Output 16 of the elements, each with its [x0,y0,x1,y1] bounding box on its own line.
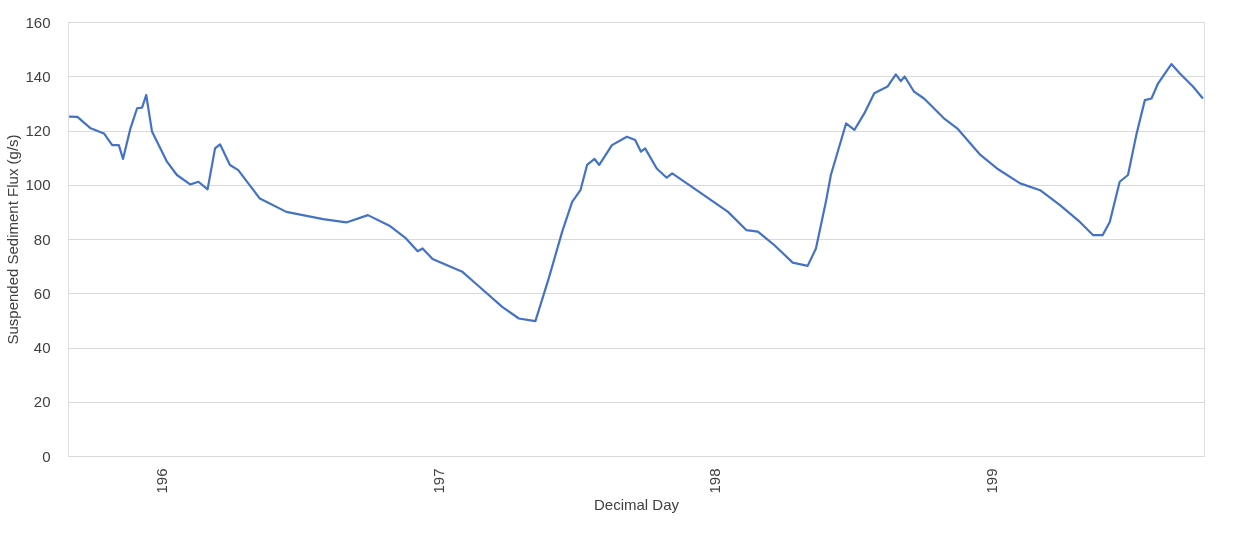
y-tick-label: 0 [42,447,51,465]
y-tick-label: 40 [33,339,51,356]
x-axis-title: Decimal Day [593,495,680,513]
y-tick-label: 160 [25,13,51,31]
x-tick-label: 197 [429,468,447,494]
x-tick-label: 199 [982,468,1000,494]
y-tick-label: 120 [25,122,51,139]
x-tick-label: 196 [153,468,171,494]
y-tick-label: 20 [33,393,51,411]
y-tick-label: 60 [33,284,51,302]
y-tick-label: 80 [33,230,51,248]
line-series [68,62,1204,323]
y-axis-title: Suspended Sediment Flux (g/s) [4,134,22,345]
x-tick-label: 198 [706,468,724,494]
y-tick-label: 140 [25,67,51,85]
y-tick-label: 100 [25,176,51,194]
